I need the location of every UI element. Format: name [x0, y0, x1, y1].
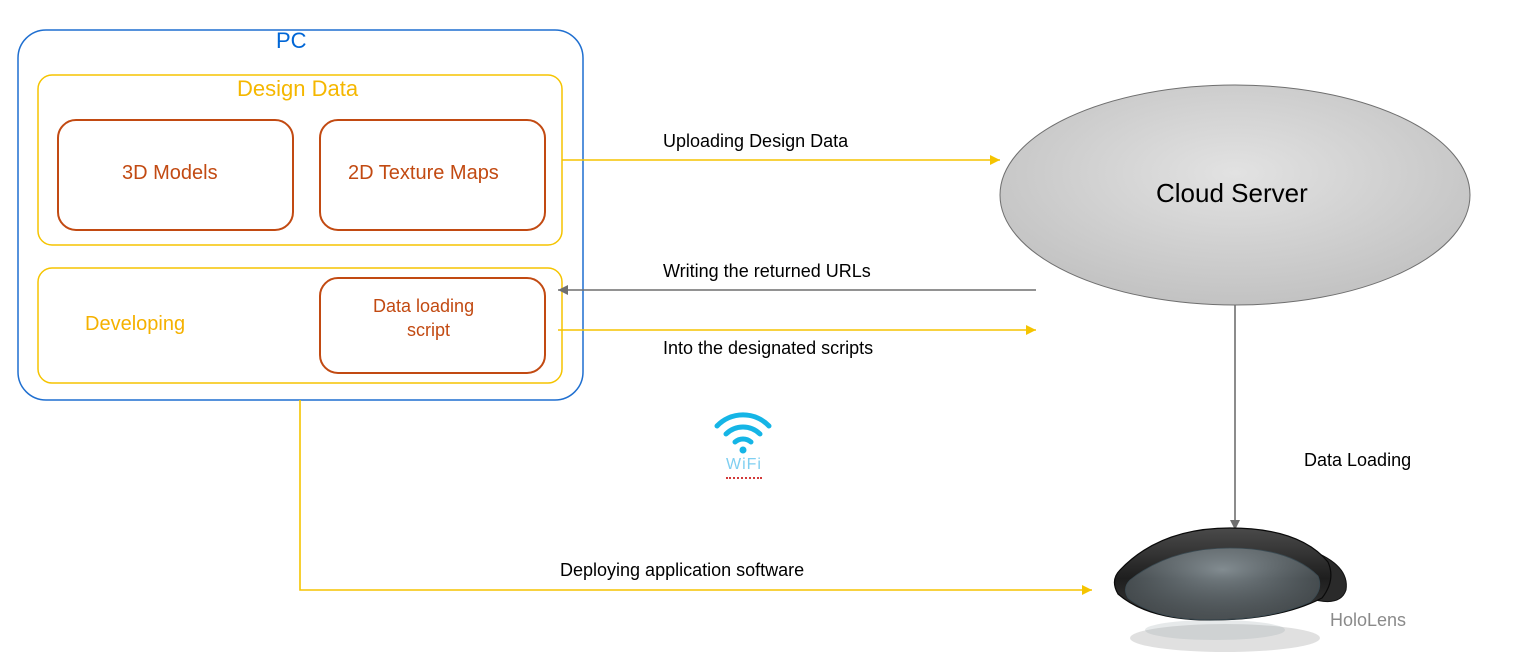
script-label-line1: Data loading: [373, 296, 474, 317]
hololens-icon: [1114, 528, 1346, 652]
arrow-upload-text: Uploading Design Data: [663, 131, 848, 152]
wifi-label: WiFi: [726, 456, 762, 474]
arrow-into-scripts-text: Into the designated scripts: [663, 338, 873, 359]
developing-title: Developing: [85, 313, 185, 336]
wifi-underline: [726, 477, 762, 479]
script-label-line2: script: [407, 320, 450, 341]
pc-title: PC: [276, 28, 307, 54]
design-data-title: Design Data: [237, 76, 358, 102]
arrow-deploy-text: Deploying application software: [560, 560, 804, 581]
wifi-icon: [717, 415, 769, 454]
cloud-label: Cloud Server: [1156, 178, 1308, 209]
arrow-data-loading-text: Data Loading: [1304, 450, 1411, 471]
arrow-urls-text: Writing the returned URLs: [663, 261, 871, 282]
hololens-label: HoloLens: [1330, 610, 1406, 631]
textures-label: 2D Texture Maps: [348, 162, 499, 185]
models-label: 3D Models: [122, 162, 218, 185]
